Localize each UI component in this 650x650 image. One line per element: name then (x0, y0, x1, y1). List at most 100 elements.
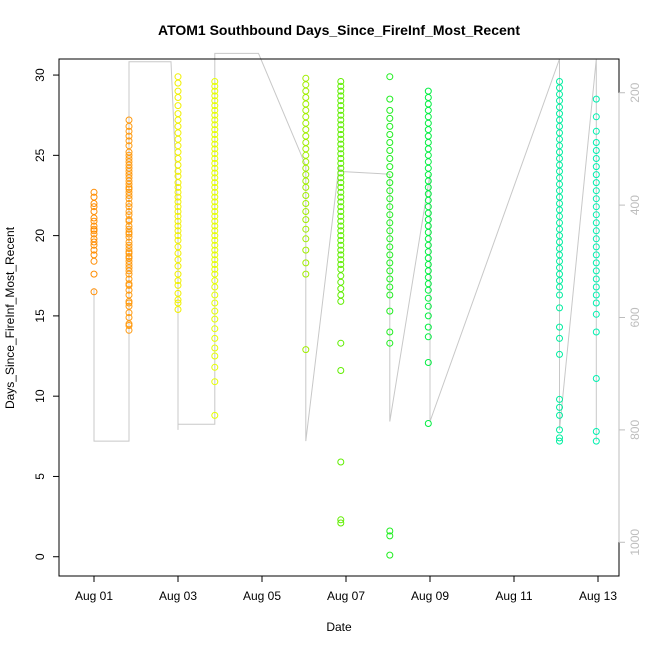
y-tick-label: 20 (33, 229, 47, 243)
data-point (592, 179, 600, 187)
data-point (592, 243, 600, 251)
data-point (211, 106, 219, 114)
y-tick-label: 30 (33, 68, 47, 82)
data-point (424, 94, 432, 101)
data-point (125, 253, 133, 260)
data-point (174, 172, 182, 180)
data-point (211, 159, 219, 167)
data-point (174, 289, 182, 297)
y-tick-label: 15 (33, 309, 47, 323)
data-point (211, 188, 219, 196)
data-point (556, 395, 563, 403)
data-point (211, 145, 219, 153)
data-point (337, 285, 345, 293)
data-point (337, 183, 345, 191)
data-point (337, 169, 345, 177)
data-point (337, 150, 345, 158)
data-point (386, 106, 394, 114)
data-point (174, 217, 182, 225)
data-point (556, 78, 563, 85)
data-point (337, 198, 345, 206)
data-point (337, 241, 345, 249)
line-layer (93, 52, 597, 442)
data-point (592, 155, 600, 162)
data-point (90, 225, 98, 233)
data-point (592, 299, 600, 307)
data-point (386, 243, 394, 251)
data-point (302, 225, 310, 233)
data-point (592, 195, 600, 203)
x-tick-label: Aug 03 (159, 589, 197, 603)
data-point (125, 127, 133, 135)
data-point (302, 100, 310, 108)
data-point (302, 139, 310, 146)
data-point (424, 126, 432, 134)
data-point (125, 151, 133, 159)
data-point (386, 283, 394, 291)
data-point (125, 137, 133, 145)
data-point (424, 151, 432, 159)
data-point (337, 102, 345, 110)
data-point (174, 222, 182, 230)
y-axis-label: Days_Since_FireInf_Most_Recent (3, 226, 17, 409)
data-point (386, 328, 394, 336)
data-point (592, 227, 600, 235)
data-point (211, 265, 219, 273)
data-point (211, 131, 219, 138)
data-point (174, 135, 182, 143)
data-point (211, 198, 219, 206)
data-point (386, 155, 394, 162)
data-point (211, 217, 219, 225)
data-point (592, 147, 600, 154)
data-point (302, 151, 310, 159)
data-point (302, 346, 310, 354)
y2-tick-label: 400 (628, 195, 642, 215)
data-point (125, 200, 133, 207)
data-point (174, 193, 182, 201)
data-point (90, 238, 98, 246)
data-point (386, 259, 394, 267)
data-point (592, 428, 600, 435)
data-point (90, 222, 98, 230)
y-tick-label: 0 (33, 553, 47, 560)
data-point (592, 275, 600, 283)
y2-axis: 200 400 600 800 1000 (618, 82, 642, 556)
data-point (337, 174, 345, 182)
data-point (125, 275, 133, 283)
data-point (337, 367, 345, 374)
point-series (211, 78, 219, 419)
data-point (556, 403, 563, 411)
data-point (337, 256, 345, 264)
y-tick-label: 25 (33, 148, 47, 162)
data-point (592, 328, 600, 336)
data-point (302, 119, 310, 127)
data-point (211, 251, 219, 259)
data-point (337, 135, 345, 143)
data-point (174, 116, 182, 124)
data-point (125, 142, 133, 150)
data-point (424, 164, 432, 172)
data-point (90, 217, 98, 225)
data-point (211, 140, 219, 148)
y-tick-label: 10 (33, 389, 47, 403)
data-point (337, 212, 345, 220)
data-point (386, 551, 394, 559)
data-point (174, 79, 182, 87)
data-point (424, 359, 432, 366)
data-point (337, 155, 345, 162)
data-point (592, 211, 600, 219)
data-point (211, 227, 219, 235)
data-point (125, 314, 133, 321)
data-point (592, 267, 600, 275)
data-point (125, 116, 133, 124)
data-point (386, 195, 394, 203)
data-point (302, 259, 310, 267)
data-point (592, 219, 600, 227)
y2-tick-label: 1000 (628, 529, 642, 556)
data-point (211, 183, 219, 191)
data-point (211, 135, 219, 143)
data-point (302, 235, 310, 243)
data-point (424, 294, 432, 302)
data-point (337, 265, 345, 273)
data-point (211, 270, 219, 278)
